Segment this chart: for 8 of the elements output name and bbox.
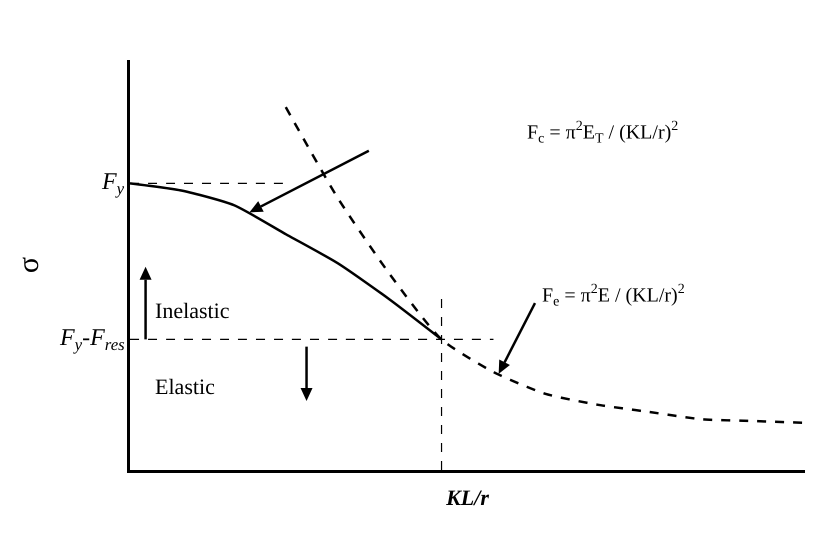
annotation: Elastic (155, 374, 216, 399)
annotation: Inelastic (155, 298, 230, 323)
y-axis-title: σ (12, 256, 45, 274)
text: F$_{y}$ (101, 169, 125, 198)
annotation: F$_{c}$ = π$^{2}$E$_{T}$ / (KL/r)$^{2}$ (527, 119, 678, 147)
annotation: F$_{e}$ = π$^{2}$E / (KL/r)$^{2}$ (542, 282, 685, 310)
x-axis-title: KL/r (445, 484, 490, 510)
text: F$_{y}$-F$_{res}$ (59, 325, 126, 354)
